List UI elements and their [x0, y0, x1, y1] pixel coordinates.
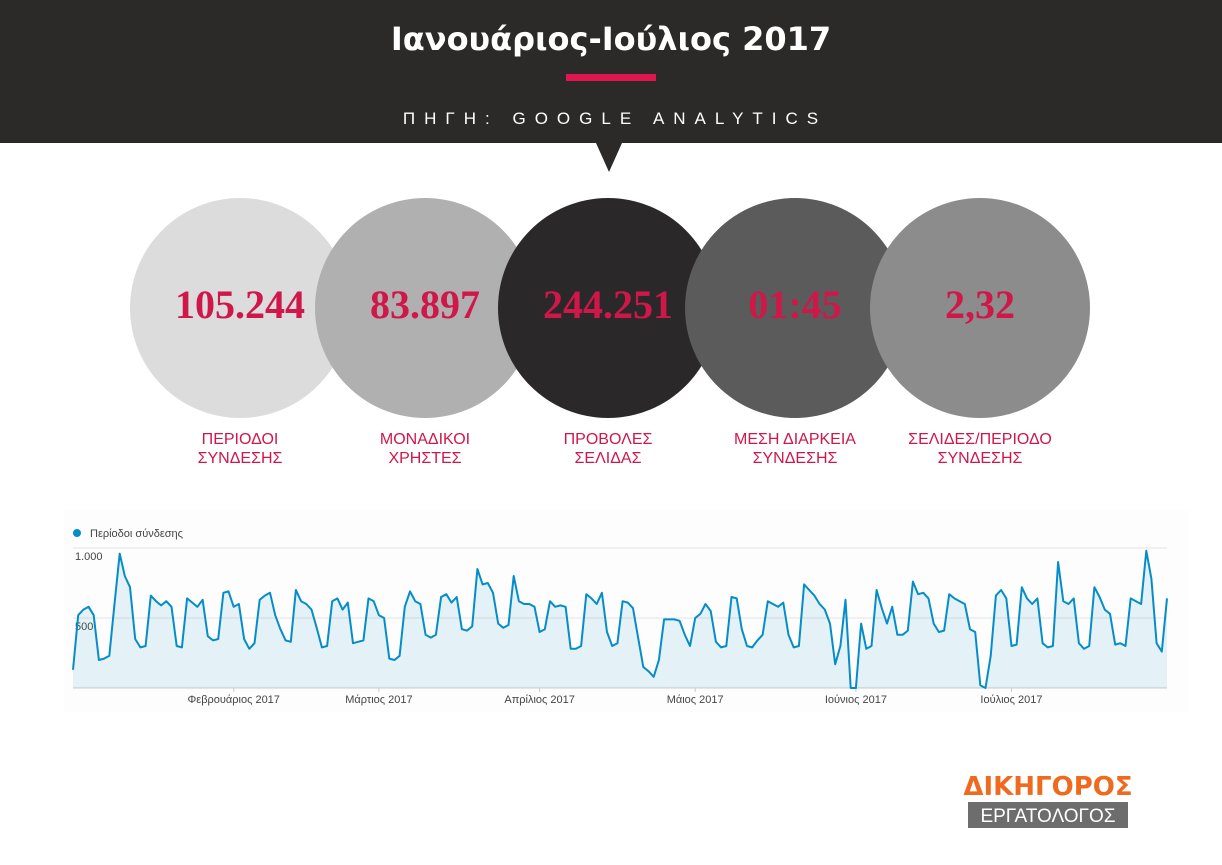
- x-tick-label: Μάιος 2017: [667, 694, 724, 706]
- x-tick-label: Φεβρουάριος 2017: [188, 694, 280, 706]
- stat-circle: [130, 198, 350, 418]
- stat-circle: [315, 198, 535, 418]
- area: [73, 550, 1167, 688]
- x-tick-label: Ιούλιος 2017: [980, 694, 1042, 706]
- stat-circle: [685, 198, 905, 418]
- logo-bottom: ΕΡΓΑΤΟΛΟΓΟΣ: [980, 806, 1115, 827]
- source-note: ΠΗΓΗ: GOOGLE ANALYTICS: [403, 109, 827, 128]
- stats: 105.244 ΠΕΡΙΟΔΟΙ ΣΥΝΔΕΣΗΣ 83.897 ΜΟΝΑΔΙΚΟΙ ΧΡ…: [130, 198, 1090, 467]
- stat-circle: [870, 198, 1090, 418]
- stat-circle: [498, 198, 718, 418]
- title-underline: [566, 74, 656, 81]
- stat-value: 244.251: [543, 282, 673, 327]
- stat-label: ΣΕΛΙΔΕΣ/ΠΕΡΙΟΔΟ: [908, 431, 1052, 448]
- stat-label: ΣΥΝΔΕΣΗΣ: [198, 450, 283, 467]
- stat-value: 2,32: [945, 282, 1015, 327]
- stat-label: ΜΕΣΗ ΔΙΑΡΚΕΙΑ: [734, 431, 856, 448]
- x-tick-label: Μάρτιος 2017: [345, 694, 412, 706]
- stat-label: ΜΟΝΑΔΙΚΟΙ: [380, 431, 470, 448]
- logo-box: [968, 802, 1128, 828]
- stat-label: ΣΥΝΔΕΣΗΣ: [753, 450, 838, 467]
- logo-top: ΔΙΚΗΓΟΡΟΣ: [963, 772, 1132, 802]
- stat-value: 01:45: [748, 282, 841, 327]
- chart: 500 1.000 Φεβρουάριος 2017 Μάρτιος 2017 Απρί…: [72, 547, 1168, 706]
- stat-value: 105.244: [175, 282, 305, 327]
- header-band: [0, 0, 1222, 143]
- line: [72, 549, 1168, 689]
- x-tick-label: Απρίλιος 2017: [504, 694, 575, 706]
- chart-panel: [64, 510, 1190, 712]
- pointer: [596, 143, 622, 172]
- legend-label: Περίοδοι σύνδεσης: [90, 528, 183, 540]
- header-title: Ιανουάριος-Ιούλιος 2017: [391, 20, 831, 58]
- stat-label: ΠΕΡΙΟΔΟΙ: [202, 431, 279, 448]
- y-tick-label: 500: [75, 621, 93, 633]
- stat-value: 83.897: [370, 282, 480, 327]
- stat-label: ΧΡΗΣΤΕΣ: [388, 450, 461, 467]
- legend-swatch: [73, 529, 81, 537]
- stat-label: ΠΡΟΒΟΛΕΣ: [564, 431, 653, 448]
- x-tick-label: Ιούνιος 2017: [825, 694, 887, 706]
- y-tick-label: 1.000: [75, 551, 103, 563]
- stat-label: ΣΕΛΙΔΑΣ: [575, 450, 642, 467]
- stat-label: ΣΥΝΔΕΣΗΣ: [938, 450, 1023, 467]
